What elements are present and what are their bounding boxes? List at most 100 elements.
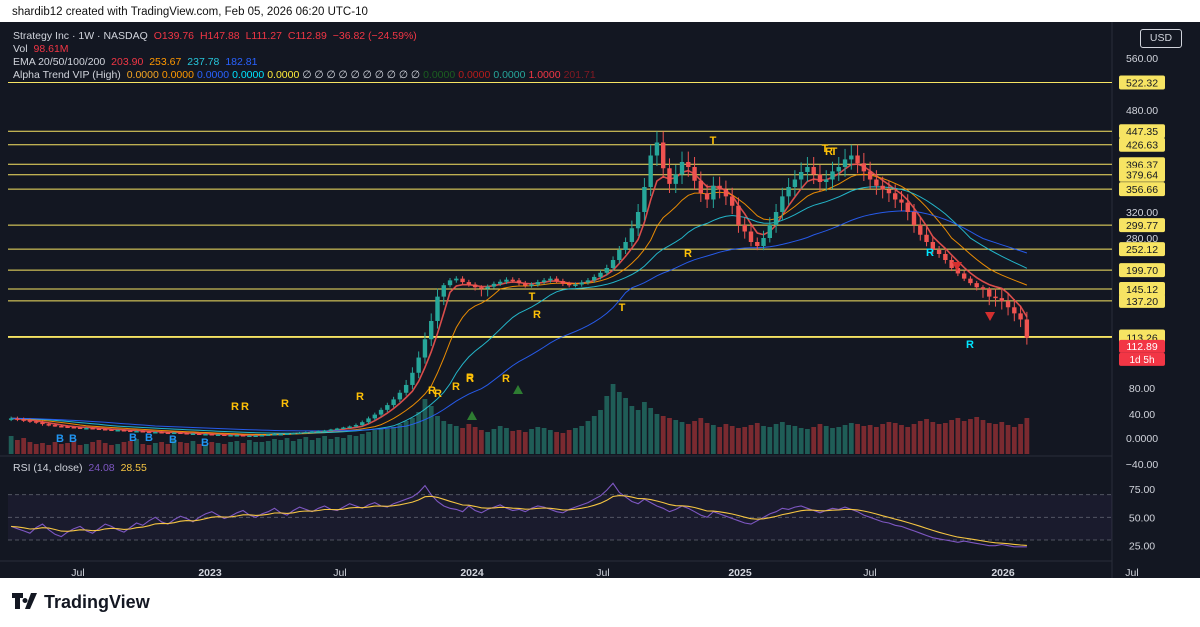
- candle-body: [40, 422, 45, 425]
- volume-bar: [874, 427, 879, 454]
- volume-bar: [754, 423, 760, 454]
- volume-bar: [836, 427, 842, 454]
- alpha-value-2: 0.0000: [196, 69, 230, 81]
- candle-body: [692, 167, 697, 181]
- alpha-value-3: 0.0000: [232, 69, 265, 81]
- rsi-label[interactable]: RSI (14, close): [13, 462, 83, 474]
- volume-bar: [779, 422, 785, 454]
- volume-bar: [478, 430, 484, 454]
- x-tick-3: 2024: [460, 567, 484, 578]
- volume-bar: [679, 422, 685, 454]
- price-tick-4: 80.00: [1129, 383, 1155, 395]
- candle-body: [259, 435, 265, 437]
- candle-body: [748, 231, 754, 242]
- level-label-bg-10: [1119, 293, 1165, 308]
- signal-label-R-18: R: [926, 247, 934, 259]
- signal-label-T-23: T: [710, 135, 717, 147]
- volume-bar: [861, 426, 867, 454]
- ema100-value: 237.78: [187, 56, 220, 68]
- candle-body: [598, 272, 603, 277]
- volume-bar: [278, 440, 284, 454]
- ema-line-200: [11, 210, 1028, 432]
- candle-body: [8, 418, 14, 420]
- volume-bar: [917, 421, 923, 454]
- volume-bar: [8, 436, 14, 454]
- candle-body: [485, 286, 490, 289]
- volume-bar: [203, 445, 208, 454]
- volume-bar: [1018, 424, 1023, 454]
- volume-bar: [65, 443, 70, 454]
- volume-bar: [83, 444, 89, 454]
- vol-label[interactable]: Vol: [13, 43, 28, 55]
- candle-body: [372, 414, 377, 419]
- candle-body: [109, 429, 114, 431]
- signal-label-R-13: R: [466, 373, 474, 385]
- volume-bar: [127, 441, 133, 454]
- candle-body: [297, 432, 302, 434]
- volume-bar: [121, 442, 127, 454]
- candle-body: [874, 179, 879, 186]
- candle-body: [454, 278, 459, 281]
- candle-body: [171, 432, 177, 434]
- candle-body: [648, 155, 653, 187]
- signal-label-R-12: R: [452, 381, 460, 393]
- volume-bar: [15, 440, 20, 454]
- candle-body: [115, 430, 120, 432]
- candle-body: [573, 284, 578, 287]
- candle-body: [322, 430, 327, 432]
- volume-bar: [529, 429, 534, 454]
- signal-label-T-25: T: [831, 146, 838, 158]
- candle-body: [504, 279, 509, 282]
- volume-bar: [290, 441, 296, 454]
- price-tick-6: 0.0000: [1126, 433, 1158, 445]
- candle-body: [980, 287, 986, 289]
- candle-body: [729, 196, 735, 206]
- candle-body: [911, 212, 917, 225]
- symbol-label[interactable]: Strategy Inc · 1W · NASDAQ: [13, 30, 148, 42]
- candle-body: [222, 434, 227, 436]
- candle-body: [554, 278, 559, 282]
- candle-body: [667, 168, 672, 184]
- volume-bar: [265, 441, 271, 454]
- alpha-trend-arrow-icon: [513, 385, 523, 394]
- candle-body: [228, 435, 233, 437]
- candle-body: [140, 431, 145, 433]
- volume-bar: [560, 433, 566, 454]
- signal-label-R-8: R: [281, 398, 289, 410]
- volume-bar: [165, 444, 171, 454]
- candle-body: [215, 434, 221, 436]
- candle-body: [347, 426, 352, 428]
- price-chart[interactable]: 522.32447.35426.63396.37379.64356.66299.…: [0, 22, 1200, 578]
- tradingview-logo[interactable]: TradingView: [12, 592, 150, 614]
- candle-body: [886, 189, 892, 194]
- candle-body: [924, 234, 929, 242]
- volume-bar: [33, 444, 39, 454]
- volume-bar: [798, 428, 804, 454]
- volume-bar: [911, 424, 917, 454]
- candle-body: [849, 155, 854, 160]
- alpha-value-10: 201.71: [563, 69, 596, 81]
- level-label-bg-7: [1119, 242, 1165, 257]
- alpha-label[interactable]: Alpha Trend VIP (High): [13, 69, 121, 81]
- level-label-4: 379.64: [1126, 170, 1158, 182]
- ema-label[interactable]: EMA 20/50/100/200: [13, 56, 106, 68]
- volume-bar: [190, 441, 196, 454]
- chart-panel[interactable]: 522.32 447.35 426.63 396.37 379.64 356.66 299.…: [0, 22, 1200, 578]
- candle-body: [811, 167, 816, 175]
- candle-body: [773, 212, 779, 225]
- volume-bar: [428, 406, 434, 454]
- volume-bar: [717, 427, 723, 454]
- x-tick-4: Jul: [596, 567, 609, 578]
- volume-bar: [786, 425, 791, 454]
- candle-body: [579, 282, 584, 285]
- volume-bar: [930, 422, 936, 454]
- currency-button[interactable]: USD: [1140, 29, 1182, 48]
- candle-body: [717, 185, 722, 190]
- level-label-bg-0: [1119, 75, 1165, 90]
- alpha-value-0: 0.0000: [126, 69, 159, 81]
- volume-bar: [221, 444, 227, 454]
- candle-body: [21, 419, 26, 421]
- candle-body: [824, 179, 829, 182]
- volume-bar: [297, 439, 302, 454]
- signal-label-R-16: R: [684, 248, 692, 260]
